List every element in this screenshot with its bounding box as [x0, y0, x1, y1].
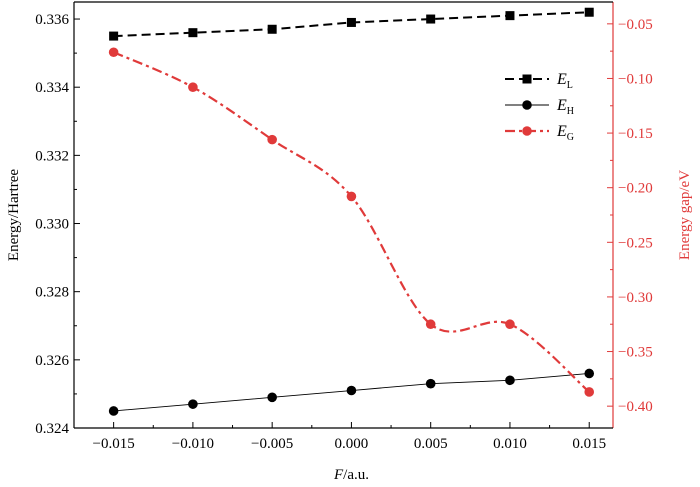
data-point-eh — [505, 375, 515, 385]
data-point-el — [347, 18, 356, 27]
data-point-el — [585, 8, 594, 17]
legend-label-subscript: G — [567, 132, 574, 143]
plot-series — [109, 8, 594, 416]
legend-label-subscript: L — [567, 80, 573, 91]
legend-label-el: EL — [556, 71, 573, 91]
legend-label-symbol: E — [556, 123, 567, 140]
y-right-tick-label: −0.15 — [618, 126, 653, 142]
data-point-eh — [109, 406, 119, 416]
data-point-eg — [109, 47, 119, 57]
data-point-eh — [188, 399, 198, 409]
data-point-eh — [426, 379, 436, 389]
y-right-tick-label: −0.05 — [618, 17, 653, 33]
legend-label-symbol: E — [556, 97, 567, 114]
y-left-tick-label: 0.328 — [35, 285, 69, 301]
y-right-tick-label: −0.30 — [618, 290, 653, 306]
y-axis-right-title: Energy gap/eV — [677, 170, 693, 260]
data-point-eg — [347, 192, 357, 202]
left-y-axis: 0.324 0.326 0.328 0.330 0.332 0.334 0.336 — [35, 2, 80, 437]
data-point-eg — [426, 319, 436, 329]
x-axis-title: F/a.u. — [333, 467, 369, 483]
x-tick-label: 0.000 — [335, 436, 369, 452]
x-axis-title-unit: /a.u. — [343, 467, 369, 483]
legend-label-eh: EH — [556, 97, 574, 117]
x-tick-label: −0.015 — [93, 436, 135, 452]
x-tick-label: −0.005 — [251, 436, 293, 452]
legend-label-symbol: E — [556, 71, 567, 88]
y-left-tick-label: 0.324 — [35, 421, 69, 437]
legend-label-eg: EG — [556, 123, 574, 143]
y-axis-left-title: Energy/Hartree — [6, 169, 22, 262]
legend-marker-el — [523, 75, 532, 84]
data-point-el — [426, 15, 435, 24]
legend-marker-eg — [522, 126, 532, 136]
data-point-eg — [505, 319, 515, 329]
y-left-tick-label: 0.332 — [35, 148, 69, 164]
y-left-tick-label: 0.326 — [35, 353, 69, 369]
data-point-eh — [267, 393, 277, 403]
x-tick-label: 0.005 — [414, 436, 448, 452]
y-left-tick-label: 0.336 — [35, 12, 69, 28]
data-point-eh — [584, 369, 594, 379]
series-line-eg — [114, 52, 590, 392]
legend-label-subscript: H — [567, 106, 574, 117]
y-right-tick-label: −0.25 — [618, 235, 653, 251]
data-point-eg — [188, 82, 198, 92]
x-tick-label: 0.015 — [572, 436, 606, 452]
data-point-el — [268, 25, 277, 34]
y-right-tick-label: −0.10 — [618, 71, 653, 87]
right-y-axis: −0.05 −0.10 −0.15 −0.20 −0.25 −0.30 −0.35 −0.40 — [607, 2, 653, 428]
y-right-tick-label: −0.35 — [618, 345, 653, 361]
data-point-eg — [267, 135, 277, 145]
y-left-tick-label: 0.330 — [35, 217, 69, 233]
x-tick-label: 0.010 — [493, 436, 527, 452]
y-right-tick-label: −0.40 — [618, 399, 653, 415]
data-point-el — [188, 28, 197, 37]
legend-marker-eh — [522, 100, 532, 110]
data-point-el — [109, 32, 118, 41]
data-point-el — [505, 11, 514, 20]
y-right-tick-label: −0.20 — [618, 181, 653, 197]
data-point-eh — [347, 386, 357, 396]
data-point-eg — [584, 387, 594, 397]
y-left-tick-label: 0.334 — [35, 80, 69, 96]
x-tick-label: −0.010 — [172, 436, 214, 452]
